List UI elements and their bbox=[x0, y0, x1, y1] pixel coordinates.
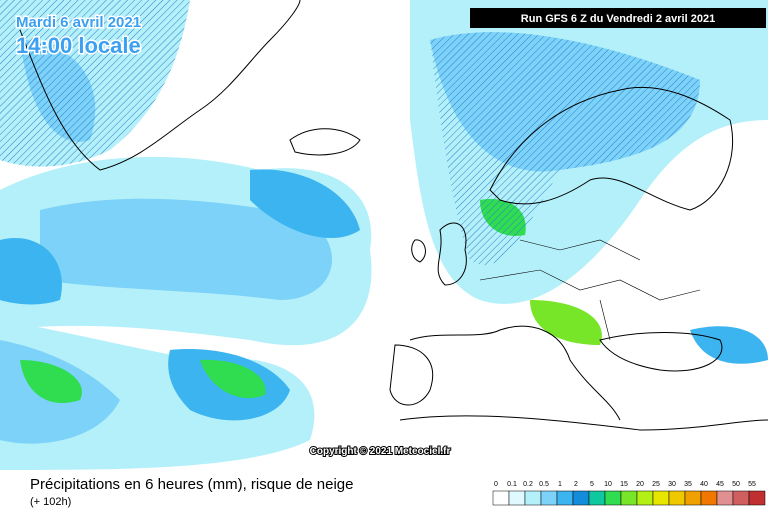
legend-swatch bbox=[572, 490, 590, 506]
legend-swatch bbox=[700, 490, 718, 506]
precipitation-areas bbox=[0, 0, 768, 470]
legend-swatch bbox=[748, 490, 766, 506]
legend-label: 30 bbox=[668, 481, 676, 488]
legend-label: 2 bbox=[574, 481, 578, 488]
legend-label: 10 bbox=[604, 481, 612, 488]
legend-swatch bbox=[588, 490, 606, 506]
legend-label: 1 bbox=[558, 481, 562, 488]
time-label: 14:00 locale bbox=[16, 33, 141, 58]
date-label: Mardi 6 avril 2021 bbox=[16, 14, 141, 31]
run-label: Run GFS 6 Z du Vendredi 2 avril 2021 bbox=[521, 13, 715, 25]
legend-label: 15 bbox=[620, 481, 628, 488]
legend-swatch bbox=[732, 490, 750, 506]
legend-swatch bbox=[524, 490, 542, 506]
legend-label: 40 bbox=[700, 481, 708, 488]
run-box bbox=[470, 8, 766, 28]
legend-swatch bbox=[620, 490, 638, 506]
legend-swatch bbox=[604, 490, 622, 506]
legend-swatch bbox=[540, 490, 558, 506]
legend-label: 0.2 bbox=[523, 481, 533, 488]
legend-swatch bbox=[556, 490, 574, 506]
coastlines bbox=[19, 0, 768, 431]
legend-label: 45 bbox=[716, 481, 724, 488]
legend-swatch bbox=[636, 490, 654, 506]
legend-swatch bbox=[668, 490, 686, 506]
legend-label: 50 bbox=[732, 481, 740, 488]
legend-swatch bbox=[652, 490, 670, 506]
copyright: Copyright © 2021 Meteociel.fr bbox=[310, 446, 451, 457]
footer-title: Précipitations en 6 heures (mm), risque … bbox=[30, 476, 354, 493]
footer-subtitle: (+ 102h) bbox=[30, 496, 71, 508]
legend-label: 25 bbox=[652, 481, 660, 488]
legend-label: 5 bbox=[590, 481, 594, 488]
legend-label: 0.1 bbox=[507, 481, 517, 488]
legend-label: 0 bbox=[494, 481, 498, 488]
legend-swatch bbox=[508, 490, 526, 506]
legend-swatch bbox=[684, 490, 702, 506]
legend-label: 20 bbox=[636, 481, 644, 488]
legend-swatch bbox=[492, 490, 510, 506]
legend-label: 55 bbox=[748, 481, 756, 488]
color-legend: 0 0.1 0.2 0.5 1 2 5 10 15 20 25 30 35 40 45 50 55 bbox=[492, 481, 766, 506]
legend-label: 35 bbox=[684, 481, 692, 488]
legend-swatch bbox=[716, 490, 734, 506]
legend-label: 0.5 bbox=[539, 481, 549, 488]
